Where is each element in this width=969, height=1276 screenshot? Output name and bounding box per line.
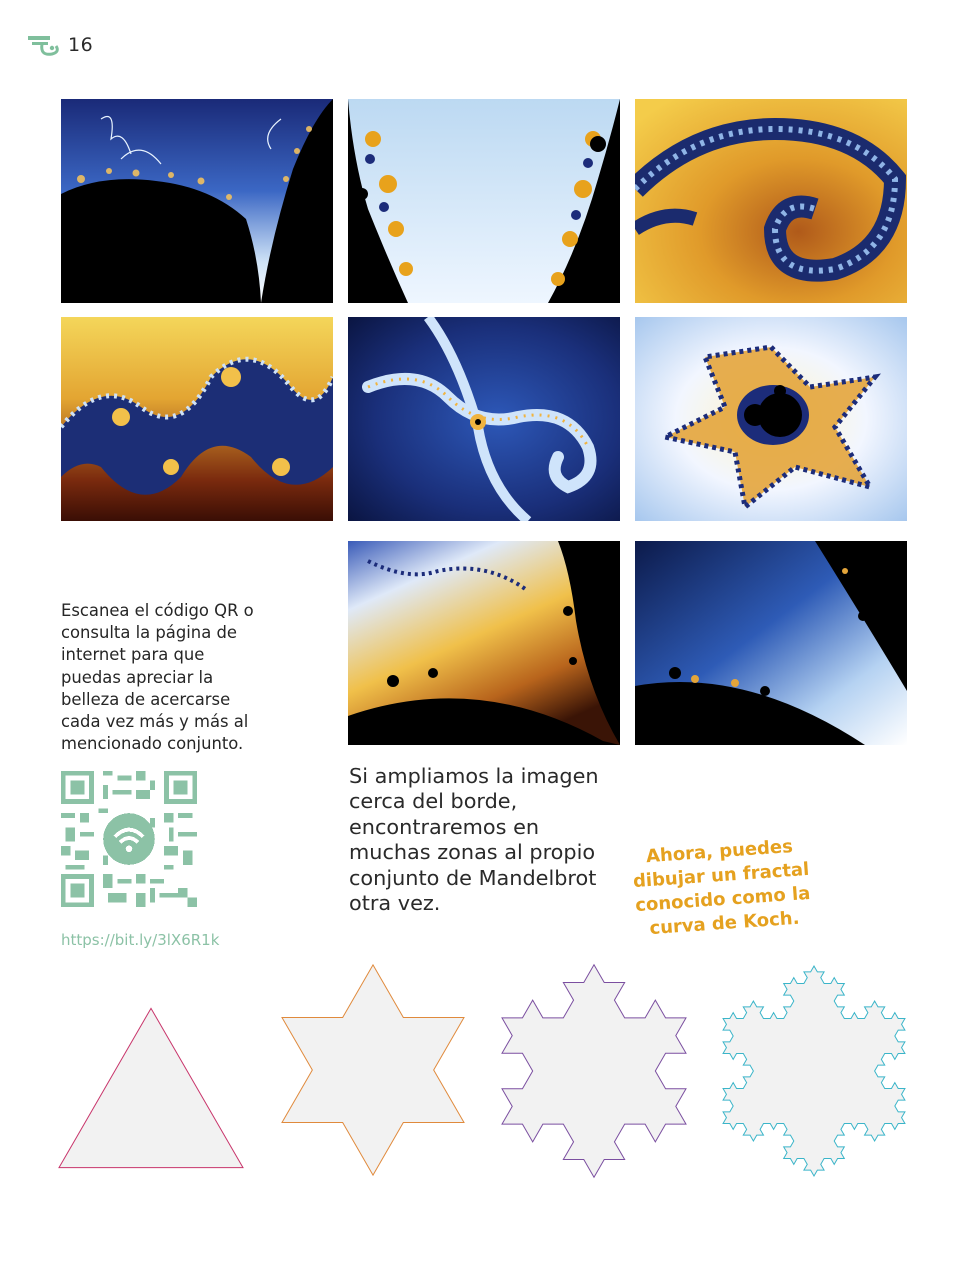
mandelbrot-zoom-image-7 bbox=[348, 541, 620, 745]
koch-iteration-2-snowflake bbox=[501, 963, 687, 1179]
koch-iteration-0-triangle bbox=[58, 1007, 244, 1169]
page-number: 16 bbox=[68, 34, 94, 56]
mandelbrot-zoom-image-1 bbox=[61, 99, 333, 303]
mandelbrot-zoom-image-3 bbox=[635, 99, 907, 303]
mandelbrot-zoom-image-4 bbox=[61, 317, 333, 521]
mandelbrot-zoom-image-2 bbox=[348, 99, 620, 303]
qr-code-icon[interactable] bbox=[61, 771, 197, 907]
mandelbrot-zoom-image-5 bbox=[348, 317, 620, 521]
koch-shape-0 bbox=[58, 1007, 244, 1169]
koch-callout: Ahora, puedes dibujar un fractal conocid… bbox=[619, 833, 825, 943]
koch-shape-2 bbox=[501, 963, 687, 1179]
qr-caption-text: Escanea el código QR o consulta la págin… bbox=[61, 601, 254, 754]
koch-shape-1 bbox=[281, 963, 465, 1177]
koch-iteration-1-star bbox=[281, 963, 465, 1177]
book-series-logo-icon bbox=[28, 36, 59, 56]
mandelbrot-zoom-image-8 bbox=[635, 541, 907, 745]
koch-iteration-3-snowflake bbox=[722, 965, 906, 1177]
qr-url-link[interactable]: https://bit.ly/3lX6R1k bbox=[61, 931, 220, 949]
koch-shape-3 bbox=[722, 965, 906, 1177]
mandelbrot-zoom-image-6 bbox=[635, 317, 907, 521]
zoom-description-text: Si ampliamos la imagen cerca del borde, … bbox=[349, 764, 599, 916]
